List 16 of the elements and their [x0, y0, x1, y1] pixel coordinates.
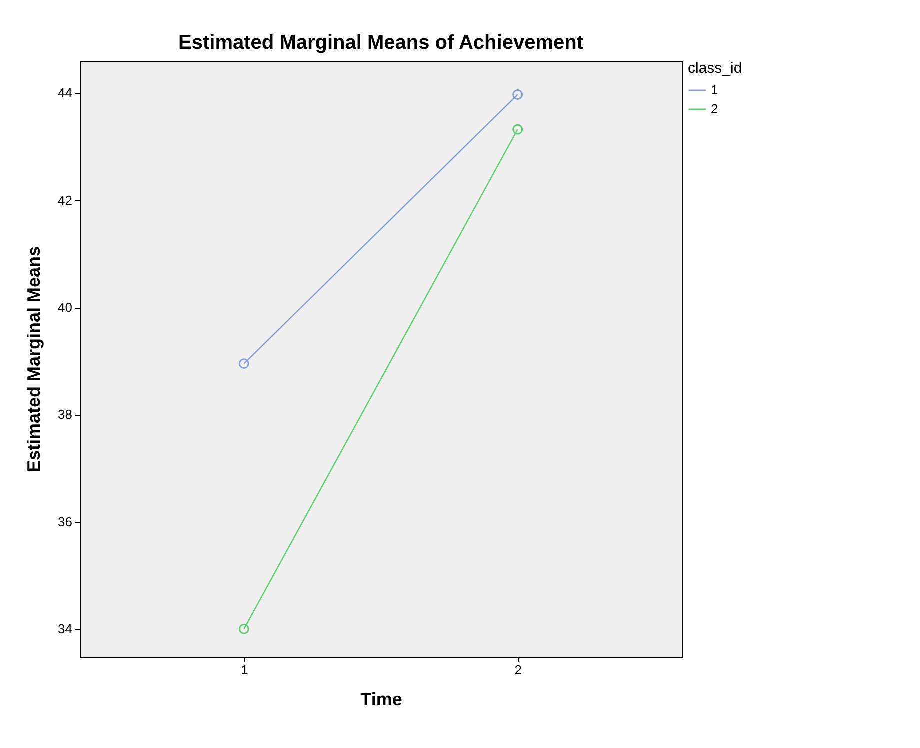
y-tick-label: 40: [58, 300, 72, 316]
point: [238, 624, 250, 634]
y-axis-title: Estimated Marginal Means: [24, 246, 44, 473]
y-tick-label: 34: [58, 622, 72, 637]
point: [512, 124, 524, 135]
point: [238, 358, 250, 370]
y-tick-label: 36: [58, 514, 72, 530]
y-tick-label: 44: [58, 86, 72, 101]
y-tick-label: 38: [58, 407, 72, 422]
legend-title: class_id: [688, 60, 742, 77]
chart-title: Estimated Marginal Means of Achievement: [178, 32, 584, 54]
legend-label: 2: [711, 102, 718, 116]
x-axis-title: Time: [360, 690, 402, 710]
y-tick-label: 42: [58, 192, 72, 208]
legend-label: 1: [711, 82, 718, 98]
point: [512, 90, 524, 100]
